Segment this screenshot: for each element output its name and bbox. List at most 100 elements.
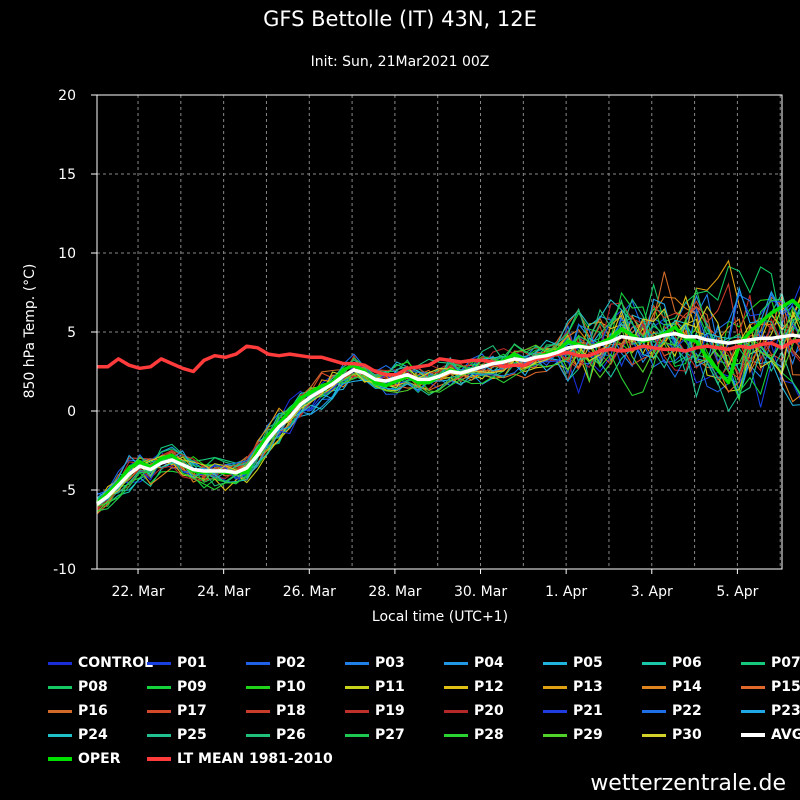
legend-label: P30: [672, 727, 702, 743]
legend-item: P26: [246, 727, 345, 743]
legend-item: P23: [741, 703, 800, 719]
legend-label: P29: [573, 727, 603, 743]
legend-swatch: [345, 709, 369, 713]
legend-item: P02: [246, 655, 345, 671]
legend-label: P25: [177, 727, 207, 743]
legend-label: P28: [474, 727, 504, 743]
x-tick-label: 24. Mar: [197, 584, 250, 600]
legend-item: P30: [642, 727, 741, 743]
ensemble-member-line: [96, 317, 800, 513]
legend-label: P08: [78, 679, 108, 695]
legend-label: P14: [672, 679, 702, 695]
legend-label: P26: [276, 727, 306, 743]
legend-swatch: [246, 733, 270, 737]
ensemble-chart: GFS Bettolle (IT) 43N, 12E Init: Sun, 21…: [22, 7, 800, 625]
series-line-avg: [95, 331, 800, 506]
legend-swatch: [48, 685, 72, 689]
legend-swatch: [543, 709, 567, 713]
legend-swatch: [543, 685, 567, 689]
x-tick-label: 22. Mar: [111, 584, 164, 600]
legend-item: LT MEAN 1981-2010: [147, 751, 387, 767]
legend-item: P20: [444, 703, 543, 719]
legend-swatch: [246, 661, 270, 665]
legend-item: P27: [345, 727, 444, 743]
legend-label: P21: [573, 703, 603, 719]
legend-swatch: [444, 709, 468, 713]
legend-item: P05: [543, 655, 642, 671]
x-tick-label: 26. Mar: [283, 584, 336, 600]
highlight-series: [95, 298, 800, 506]
legend-item: P08: [48, 679, 147, 695]
y-tick-label: 15: [58, 167, 76, 183]
legend-swatch: [543, 733, 567, 737]
legend-label: P05: [573, 655, 603, 671]
legend-swatch: [642, 685, 666, 689]
legend-label: AVG: [771, 727, 800, 743]
legend-label: P09: [177, 679, 207, 695]
x-tick-label: 28. Mar: [368, 584, 421, 600]
legend-label: P04: [474, 655, 504, 671]
legend-swatch: [444, 733, 468, 737]
legend-swatch: [741, 661, 765, 665]
ensemble-member-line: [96, 292, 800, 498]
legend-swatch: [543, 661, 567, 665]
legend-swatch: [147, 661, 171, 665]
legend-swatch: [345, 733, 369, 737]
legend-item: P14: [642, 679, 741, 695]
legend-swatch: [246, 685, 270, 689]
legend-item: CONTROL: [48, 655, 153, 671]
legend-label: P12: [474, 679, 504, 695]
legend-label: P07: [771, 655, 800, 671]
y-tick-label: 5: [67, 325, 76, 341]
legend-swatch: [48, 661, 72, 665]
legend-label: OPER: [78, 751, 121, 767]
legend-swatch: [444, 685, 468, 689]
legend-label: CONTROL: [78, 655, 154, 671]
legend-item: P17: [147, 703, 246, 719]
legend-label: P22: [672, 703, 702, 719]
axis-ticks: -10 -5 0 5 10 15 20 22. Mar 24. Mar 26. Mar 28. Ma…: [53, 88, 759, 600]
ensemble-member-line: [96, 299, 800, 507]
legend-item: P13: [543, 679, 642, 695]
legend-item: P07: [741, 655, 800, 671]
legend-item: P04: [444, 655, 543, 671]
y-tick-label: 0: [67, 404, 76, 420]
legend-label: P19: [375, 703, 405, 719]
legend-swatch: [147, 685, 171, 689]
legend-label: P18: [276, 703, 306, 719]
legend-label: P17: [177, 703, 207, 719]
legend-swatch: [48, 733, 72, 737]
legend-label: P02: [276, 655, 306, 671]
legend-item: P09: [147, 679, 246, 695]
legend-swatch: [147, 733, 171, 737]
legend-label: P16: [78, 703, 108, 719]
legend-swatch: [147, 709, 171, 713]
y-axis-label: 850 hPa Temp. (°C): [22, 264, 38, 399]
legend-item: P15: [741, 679, 800, 695]
y-tick-label: -10: [53, 562, 76, 578]
legend-item: AVG: [741, 727, 800, 743]
legend-item: P22: [642, 703, 741, 719]
legend-label: P01: [177, 655, 207, 671]
legend-label: P13: [573, 679, 603, 695]
legend-label: P23: [771, 703, 800, 719]
legend-item: P10: [246, 679, 345, 695]
y-tick-label: -5: [62, 483, 76, 499]
legend-item: P21: [543, 703, 642, 719]
legend-item: P19: [345, 703, 444, 719]
legend-item: P29: [543, 727, 642, 743]
legend-item: P03: [345, 655, 444, 671]
legend-swatch: [48, 757, 72, 761]
legend-row: P16 P17 P18 P19 P20 P21 P22 P23: [48, 703, 800, 719]
chart-subtitle: Init: Sun, 21Mar2021 00Z: [311, 54, 490, 70]
legend-item: P28: [444, 727, 543, 743]
legend-swatch: [48, 709, 72, 713]
legend-swatch: [741, 709, 765, 713]
x-tick-label: 30. Mar: [454, 584, 507, 600]
x-tick-label: 5. Apr: [716, 584, 758, 600]
legend-label: P27: [375, 727, 405, 743]
legend-label: P24: [78, 727, 108, 743]
ensemble-member-line: [96, 298, 800, 505]
legend-label: LT MEAN 1981-2010: [177, 751, 333, 767]
legend-swatch: [642, 733, 666, 737]
